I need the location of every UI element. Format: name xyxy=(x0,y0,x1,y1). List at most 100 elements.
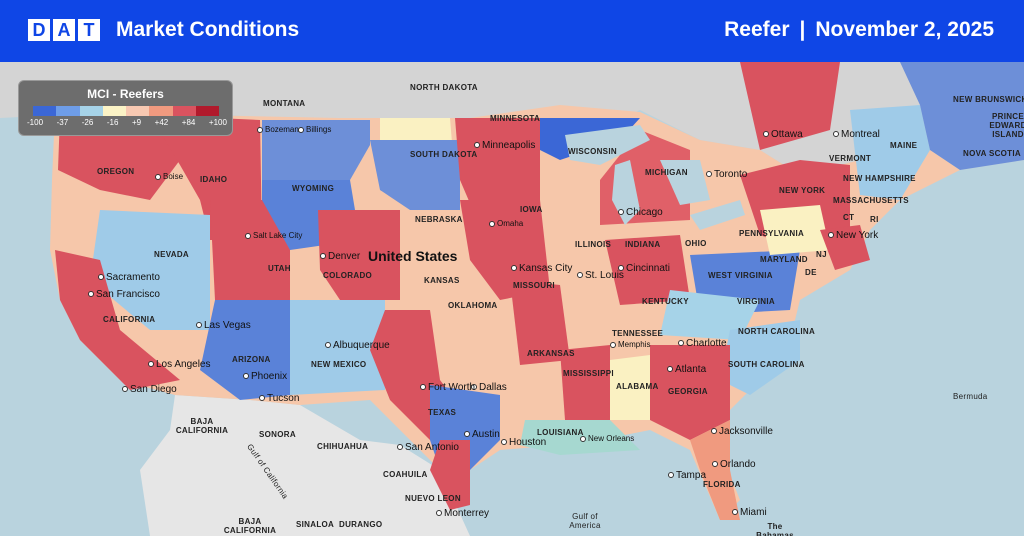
legend-swatch xyxy=(102,106,126,116)
state-label: MAINE xyxy=(890,141,918,150)
city-label: Monterrey xyxy=(436,508,489,519)
state-label: MONTANA xyxy=(263,99,306,108)
dat-logo: D A T xyxy=(28,19,100,41)
state-label: UTAH xyxy=(268,264,291,273)
legend-swatch xyxy=(79,106,103,116)
lake-huron xyxy=(660,160,710,205)
state-label: TENNESSEE xyxy=(612,329,664,338)
state-label: MISSOURI xyxy=(513,281,555,290)
region-utah-west xyxy=(210,200,290,310)
city-label: Miami xyxy=(732,507,767,518)
province-label: NOVA SCOTIA xyxy=(963,149,1021,158)
mexico-state-label: DURANGO xyxy=(339,520,383,529)
state-label: ARIZONA xyxy=(232,355,271,364)
state-label: NEBRASKA xyxy=(415,215,463,224)
legend-title: MCI - Reefers xyxy=(87,87,164,101)
state-label: IDAHO xyxy=(200,175,228,184)
state-label: VERMONT xyxy=(829,154,872,163)
city-label: San Antonio xyxy=(397,442,459,453)
region-arkansas xyxy=(510,280,570,365)
state-label: RI xyxy=(870,215,879,224)
mexico-state-label: SINALOA xyxy=(296,520,335,529)
city-label: Boise xyxy=(155,172,183,181)
city-label: Albuquerque xyxy=(325,340,390,351)
state-label: OREGON xyxy=(97,167,135,176)
state-label: NEW MEXICO xyxy=(311,360,367,369)
city-label: New Orleans xyxy=(580,434,634,443)
city-label: Memphis xyxy=(610,340,650,349)
city-label: Houston xyxy=(501,437,546,448)
legend-swatch xyxy=(126,106,150,116)
legend-color-bar xyxy=(33,106,219,116)
city-label: St. Louis xyxy=(577,270,624,281)
mexico-state-label: SONORA xyxy=(259,430,296,439)
state-label: WYOMING xyxy=(292,184,335,193)
state-label: VIRGINIA xyxy=(737,297,775,306)
state-label: SOUTH CAROLINA xyxy=(728,360,805,369)
state-label: KANSAS xyxy=(424,276,460,285)
state-label: CT xyxy=(843,213,855,222)
header-separator: | xyxy=(799,18,806,41)
logo-letter-t: T xyxy=(78,19,100,41)
state-label: NJ xyxy=(816,250,827,259)
legend-swatch xyxy=(172,106,196,116)
state-label: NORTH CAROLINA xyxy=(738,327,816,336)
region-nevada xyxy=(90,210,210,330)
region-texas-south xyxy=(430,440,470,510)
state-label: SOUTH DAKOTA xyxy=(410,150,478,159)
city-label: Kansas City xyxy=(511,263,572,274)
map-area[interactable]: MONTANA NORTH DAKOTA MINNESOTA WISCONSIN… xyxy=(0,62,1024,536)
city-label: Dallas xyxy=(471,382,507,393)
mexico-state-label: NUEVO LEON xyxy=(405,494,461,503)
region-quebec-west xyxy=(740,62,840,150)
report-date: November 2, 2025 xyxy=(815,18,994,41)
state-label: DE xyxy=(805,268,817,277)
city-label: Las Vegas xyxy=(196,320,251,331)
city-label: Sacramento xyxy=(98,272,160,283)
region-iowa-missouri xyxy=(460,200,550,300)
lake-erie xyxy=(690,200,745,230)
legend-swatch xyxy=(56,106,80,116)
city-label: Cincinnati xyxy=(618,263,670,274)
state-label: IOWA xyxy=(520,205,543,214)
city-label: New York xyxy=(828,230,878,241)
legend-swatch xyxy=(33,106,57,116)
state-label: NEVADA xyxy=(154,250,189,259)
header-title: Market Conditions xyxy=(116,18,300,41)
mexico-state-label: BAJA CALIFORNIA xyxy=(175,417,229,435)
city-label: Bozeman xyxy=(257,125,299,134)
region-alabama xyxy=(610,355,650,420)
region-oregon-north xyxy=(58,115,180,200)
city-label: Salt Lake City xyxy=(245,231,302,240)
state-label: MICHIGAN xyxy=(645,168,688,177)
state-label: PENNSYLVANIA xyxy=(739,229,805,238)
legend-tick: +84 xyxy=(181,118,196,127)
legend-tick: +100 xyxy=(208,118,227,127)
legend-ticks: -100 -37 -26 -16 +9 +42 +84 +100 xyxy=(27,118,227,127)
mexico-land xyxy=(140,395,470,536)
region-south-dakota xyxy=(370,140,460,210)
state-label: WISCONSIN xyxy=(568,147,617,156)
country-label: United States xyxy=(368,248,458,264)
region-pennsylvania xyxy=(760,205,830,255)
island-label: The Bahamas xyxy=(756,522,794,536)
mexico-state-label: BAJA CALIFORNIA SUR xyxy=(223,517,277,536)
city-label: Jacksonville xyxy=(711,426,773,437)
province-label: PRINCE EDWARD ISLAND xyxy=(989,112,1024,139)
state-label: OHIO xyxy=(685,239,707,248)
city-label: Atlanta xyxy=(667,364,706,375)
city-label: Tampa xyxy=(668,470,706,481)
state-label: ILLINOIS xyxy=(575,240,612,249)
city-label: Ottawa xyxy=(763,129,803,140)
state-label: KENTUCKY xyxy=(642,297,689,306)
city-label: Billings xyxy=(298,125,331,134)
mexico-state-label: COAHUILA xyxy=(383,470,428,479)
city-label: Toronto xyxy=(706,169,747,180)
state-label: MASSACHUSETTS xyxy=(833,196,909,205)
state-label: LOUISIANA xyxy=(537,428,584,437)
state-label: TEXAS xyxy=(428,408,457,417)
region-carolinas xyxy=(720,320,800,395)
state-label: MARYLAND xyxy=(760,255,808,264)
island-label: Bermuda xyxy=(953,392,988,401)
legend-tick: -26 xyxy=(81,118,94,127)
